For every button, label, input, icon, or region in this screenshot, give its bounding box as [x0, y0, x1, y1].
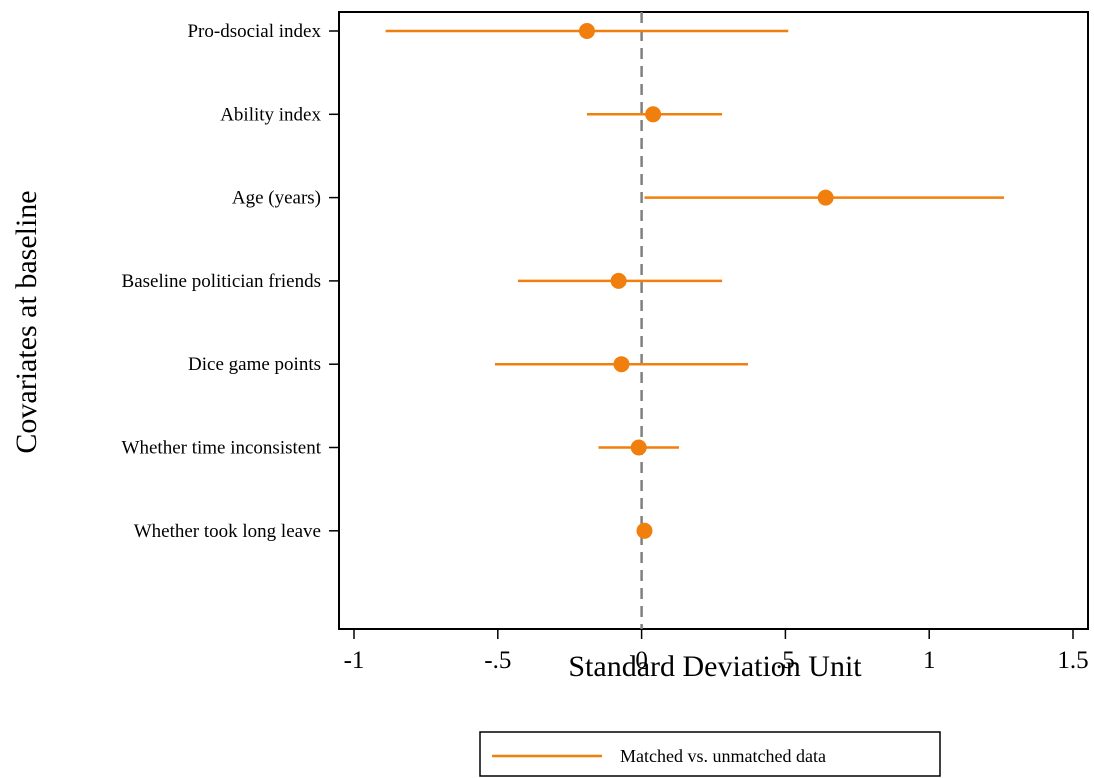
legend: Matched vs. unmatched data [479, 731, 941, 777]
estimate-point [817, 189, 834, 206]
estimate-point [610, 272, 627, 289]
y-axis-title: Covariates at baseline [10, 190, 43, 453]
x-tick-label: -.5 [484, 647, 511, 674]
y-tick-label: Pro-dsocial index [187, 21, 321, 42]
estimate-point [645, 106, 662, 123]
x-tick-label: 1 [923, 647, 936, 674]
legend-box [479, 731, 941, 777]
y-tick-label: Whether took long leave [134, 521, 321, 542]
x-tick-label: 0 [635, 647, 648, 674]
estimate-point [630, 439, 647, 456]
estimate-point [636, 522, 653, 539]
estimate-point [578, 23, 595, 39]
x-tick-label: .5 [776, 647, 795, 674]
y-tick-label: Baseline politician friends [122, 271, 321, 292]
y-tick-label: Age (years) [232, 188, 321, 209]
y-tick-label: Whether time inconsistent [122, 438, 322, 459]
plot-area-frame [338, 11, 1089, 630]
x-tick-label: -1 [344, 647, 365, 674]
y-tick-label: Ability index [220, 104, 321, 125]
estimate-point [613, 356, 630, 373]
x-tick-label: 1.5 [1057, 647, 1088, 674]
y-tick-label: Dice game points [188, 354, 321, 375]
legend-label: Matched vs. unmatched data [620, 746, 826, 766]
x-axis-title: Standard Deviation Unit [568, 650, 862, 683]
